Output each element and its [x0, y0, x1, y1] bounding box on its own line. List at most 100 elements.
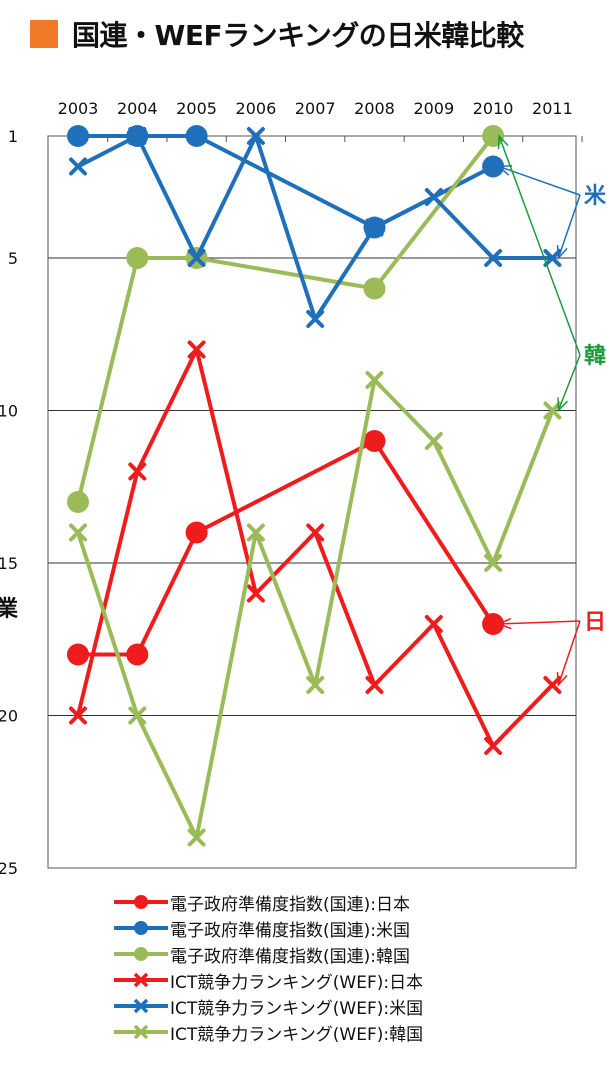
- legend-circle-marker-icon: [114, 921, 168, 935]
- data-point-circle: [482, 125, 505, 147]
- data-point-x: [365, 371, 384, 389]
- legend-label: 電子政府準備度指数(国連):日本: [170, 894, 410, 915]
- legend-item: ICT競争力ランキング(WEF):米国: [112, 994, 552, 1019]
- legend: 電子政府準備度指数(国連):日本 電子政府準備度指数(国連):米国 電子政府準備度指…: [112, 890, 552, 1046]
- data-point-x: [365, 218, 384, 237]
- side-label: 業: [0, 597, 19, 622]
- callout-arrowhead: [497, 134, 509, 150]
- legend-item: ICT競争力ランキング(WEF):韓国: [112, 1020, 552, 1045]
- legend-label: 電子政府準備度指数(国連):米国: [170, 920, 410, 941]
- x-tick-label: 2003: [58, 99, 99, 118]
- data-point-x: [306, 523, 325, 542]
- data-point-circle: [67, 643, 89, 666]
- data-point-x: [484, 249, 503, 267]
- legend-circle-marker-icon: [114, 895, 168, 909]
- callouts: 米韓日 業: [0, 134, 607, 687]
- data-point-x: [424, 188, 443, 206]
- legend-label: ICT競争力ランキング(WEF):韓国: [170, 1024, 424, 1045]
- callout-arrow: [498, 135, 581, 356]
- y-tick-label: 5: [8, 249, 18, 268]
- data-point-x: [69, 706, 87, 725]
- legend-label: ICT競争力ランキング(WEF):日本: [170, 972, 424, 993]
- data-point-x: [246, 127, 265, 145]
- data-point-circle: [67, 125, 89, 147]
- callout-arrow: [499, 620, 581, 625]
- data-point-x: [69, 157, 87, 176]
- data-point-x: [543, 401, 562, 420]
- legend-label: 電子政府準備度指数(国連):韓国: [170, 946, 410, 967]
- data-point-x: [246, 584, 265, 603]
- data-point-circle: [185, 125, 208, 147]
- data-point-circle: [126, 247, 149, 269]
- y-tick-label: 1: [8, 127, 18, 146]
- series-3: [69, 340, 562, 755]
- series-4: [69, 127, 562, 328]
- data-point-circle: [126, 643, 149, 666]
- callout-arrowhead: [556, 671, 568, 687]
- x-tick-label: 2005: [176, 99, 217, 118]
- callout-label: 韓: [584, 343, 606, 369]
- data-point-x: [306, 310, 325, 328]
- data-point-x: [128, 462, 147, 481]
- data-point-x: [306, 676, 325, 694]
- y-tick-label: 10: [0, 402, 18, 421]
- x-tick-label: 2004: [117, 99, 158, 118]
- x-tick-label: 2009: [413, 99, 454, 118]
- title-square-icon: [30, 20, 58, 48]
- data-point-x: [128, 706, 147, 725]
- chart-title: 国連・WEFランキングの日米韓比較: [30, 14, 524, 54]
- legend-item: 電子政府準備度指数(国連):日本: [112, 890, 552, 915]
- data-point-circle: [363, 277, 386, 300]
- x-tick-label: 2011: [532, 99, 573, 118]
- series-5: [69, 371, 562, 847]
- callout-arrow: [557, 354, 581, 411]
- data-point-x: [187, 249, 206, 267]
- data-point-x: [69, 523, 87, 542]
- data-point-x: [484, 737, 503, 755]
- legend-item: 電子政府準備度指数(国連):韓国: [112, 942, 552, 967]
- data-point-x: [543, 676, 562, 694]
- grid-lines: [48, 257, 576, 716]
- callout-label: 日: [584, 610, 606, 635]
- plot-area: [47, 135, 577, 869]
- y-tick-label: 25: [0, 859, 18, 878]
- callout-arrow: [557, 620, 581, 686]
- data-point-circle: [482, 155, 505, 178]
- data-point-x: [484, 554, 503, 572]
- data-point-x: [128, 127, 147, 145]
- data-point-x: [424, 615, 443, 633]
- x-tick-label: 2006: [236, 99, 277, 118]
- x-tick-label: 2007: [295, 99, 336, 118]
- data-point-x: [424, 432, 443, 450]
- legend-x-marker-icon: [114, 998, 168, 1014]
- legend-item: ICT競争力ランキング(WEF):日本: [112, 968, 552, 993]
- data-point-circle: [67, 491, 89, 513]
- data-point-circle: [185, 521, 208, 544]
- y-tick-label: 15: [0, 554, 18, 573]
- data-point-x: [187, 340, 206, 359]
- legend-x-marker-icon: [114, 972, 168, 988]
- chart-title-text: 国連・WEFランキングの日米韓比較: [72, 19, 524, 52]
- callout-arrowhead: [556, 244, 568, 260]
- data-point-x: [187, 828, 206, 847]
- legend-label: ICT競争力ランキング(WEF):米国: [170, 998, 424, 1019]
- callout-arrow: [557, 194, 581, 259]
- data-point-circle: [482, 613, 505, 635]
- callout-label: 米: [584, 184, 607, 209]
- callout-arrowhead: [557, 397, 568, 413]
- callout-arrowhead: [497, 164, 513, 176]
- data-point-x: [543, 249, 562, 267]
- data-point-x: [246, 523, 265, 542]
- legend-circle-marker-icon: [114, 947, 168, 961]
- series-line: [77, 134, 553, 321]
- series-0: [67, 430, 505, 666]
- callout-arrowhead: [497, 617, 512, 630]
- series-lines: [67, 125, 562, 847]
- legend-item: 電子政府準備度指数(国連):米国: [112, 916, 552, 941]
- series-line: [76, 134, 495, 503]
- legend-x-marker-icon: [114, 1024, 168, 1040]
- x-tick-label: 2008: [354, 99, 395, 118]
- data-point-x: [365, 676, 384, 694]
